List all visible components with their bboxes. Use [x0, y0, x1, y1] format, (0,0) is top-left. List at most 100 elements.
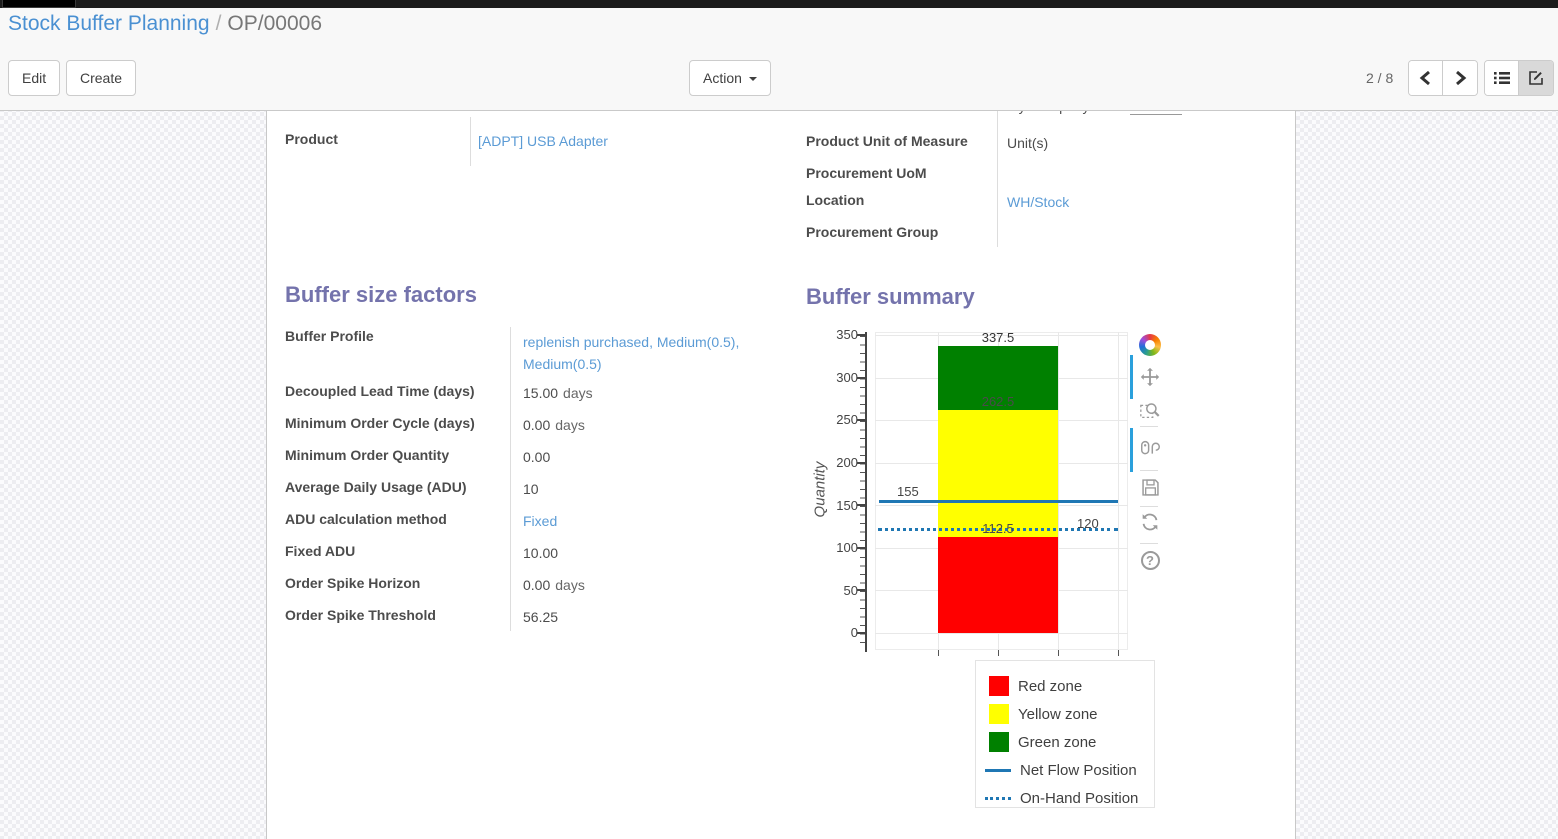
gridline — [875, 633, 1128, 634]
save-button[interactable] — [1137, 474, 1163, 500]
y-tick — [857, 419, 865, 421]
compare-hover-icon — [1141, 440, 1160, 455]
pager-counter: 2 / 8 — [1366, 70, 1394, 86]
y-tick — [857, 462, 865, 464]
y-axis-line — [865, 332, 867, 652]
y-tick — [857, 504, 865, 506]
modebar-separator — [1140, 426, 1158, 427]
pager-previous-button[interactable] — [1409, 61, 1443, 95]
on-hand-position-label: 120 — [1077, 516, 1099, 531]
modebar-separator — [1140, 543, 1158, 544]
breadcrumb-separator: / — [215, 12, 222, 35]
zoom-box-icon — [1140, 403, 1160, 418]
value-text: 0.00 — [523, 417, 551, 433]
chevron-left-icon — [1419, 70, 1430, 86]
help-button[interactable]: ? — [1137, 547, 1163, 573]
clipped-company-field: My Company — [1007, 111, 1167, 116]
create-button[interactable]: Create — [66, 60, 137, 96]
y-tick-label: 50 — [843, 583, 858, 598]
legend-label: Green zone — [1018, 733, 1097, 751]
decoupled-lead-time-label: Decoupled Lead Time (days) — [285, 383, 475, 399]
y-tick-label: 200 — [836, 455, 858, 470]
breadcrumb: Stock Buffer Planning / OP/00006 — [8, 12, 322, 36]
order-spike-threshold-value: 56.25 — [523, 609, 559, 625]
pager-next-button[interactable] — [1443, 61, 1477, 95]
action-dropdown-button[interactable]: Action — [689, 60, 771, 96]
top-menu-active-tab[interactable] — [2, 0, 76, 8]
y-tick-label: 100 — [836, 540, 858, 555]
zoom-button[interactable] — [1137, 397, 1163, 423]
red-swatch — [989, 676, 1009, 696]
form-view-button[interactable] — [1519, 61, 1553, 95]
y-tick — [857, 589, 865, 591]
solid-line-swatch — [985, 768, 1011, 772]
view-switcher — [1484, 60, 1554, 96]
y-tick-label: 150 — [836, 498, 858, 513]
gridline — [1118, 332, 1119, 650]
unit-suffix: days — [563, 385, 593, 401]
buffer-profile-value-link[interactable]: replenish purchased, Medium(0.5), Medium… — [523, 334, 740, 372]
legend-label: On-Hand Position — [1020, 789, 1139, 807]
y-tick-label: 250 — [836, 412, 858, 427]
min-order-cycle-label: Minimum Order Cycle (days) — [285, 415, 475, 431]
breadcrumb-parent-link[interactable]: Stock Buffer Planning — [8, 12, 210, 35]
legend-item-on-hand-position[interactable]: On-Hand Position — [985, 784, 1154, 812]
legend-item-red-zone[interactable]: Red zone — [989, 672, 1154, 700]
plotly-logo-icon — [1139, 334, 1161, 356]
min-order-qty-value: 0.00 — [523, 449, 551, 465]
yellow-zone-bar[interactable] — [938, 410, 1058, 537]
green-zone-bar[interactable] — [938, 346, 1058, 410]
green-swatch — [989, 732, 1009, 752]
field-separator — [997, 111, 998, 247]
adu-method-value-link[interactable]: Fixed — [523, 513, 558, 529]
legend-label: Yellow zone — [1018, 705, 1098, 723]
gridline — [875, 335, 1128, 336]
control-panel — [0, 8, 1558, 111]
x-tick — [1058, 650, 1059, 656]
product-field-value-link[interactable]: [ADPT] USB Adapter — [478, 133, 608, 149]
red-zone-bar[interactable] — [938, 537, 1058, 633]
yellow-swatch — [989, 704, 1009, 724]
adu-method-label: ADU calculation method — [285, 511, 447, 527]
unit-suffix: days — [555, 417, 585, 433]
order-spike-horizon-label: Order Spike Horizon — [285, 575, 421, 591]
clipped-field-underline — [1130, 114, 1182, 115]
modebar-active-indicator — [1130, 355, 1133, 399]
company-value-partial: My Company — [1007, 111, 1089, 114]
legend-label: Red zone — [1018, 677, 1083, 695]
list-view-button[interactable] — [1485, 61, 1519, 95]
product-field-label: Product — [285, 131, 338, 147]
unit-suffix: days — [555, 577, 585, 593]
value-text: 0.00 — [523, 577, 551, 593]
buffer-size-factors-title: Buffer size factors — [285, 282, 477, 307]
plotly-logo-button[interactable] — [1137, 332, 1163, 358]
min-order-qty-label: Minimum Order Quantity — [285, 447, 450, 463]
pan-button[interactable] — [1137, 364, 1163, 390]
action-label: Action — [703, 70, 742, 86]
x-tick — [1118, 650, 1119, 656]
legend-label: Net Flow Position — [1020, 761, 1137, 779]
order-spike-threshold-label: Order Spike Threshold — [285, 607, 436, 623]
modebar-separator — [1140, 506, 1158, 507]
location-field-value-link[interactable]: WH/Stock — [1007, 194, 1070, 210]
on-hand-position-line[interactable] — [878, 528, 1118, 531]
gridline — [1058, 332, 1059, 650]
y-tick — [857, 547, 865, 549]
reset-button[interactable] — [1137, 509, 1163, 535]
order-spike-horizon-value: 0.00 days — [523, 577, 585, 593]
compare-hover-button[interactable] — [1137, 436, 1163, 462]
legend-item-net-flow-position[interactable]: Net Flow Position — [985, 756, 1154, 784]
buffer-summary-title: Buffer summary — [806, 284, 975, 309]
chevron-right-icon — [1456, 70, 1467, 86]
legend-item-yellow-zone[interactable]: Yellow zone — [989, 700, 1154, 728]
save-icon — [1141, 478, 1159, 496]
edit-button[interactable]: Edit — [8, 60, 61, 96]
legend-item-green-zone[interactable]: Green zone — [989, 728, 1154, 756]
adu-value: 10 — [523, 481, 539, 497]
value-text: 15.00 — [523, 385, 559, 401]
net-flow-position-line[interactable] — [879, 500, 1118, 503]
net-flow-position-label: 155 — [897, 484, 919, 499]
y-tick — [857, 632, 865, 634]
y-tick — [857, 334, 865, 336]
